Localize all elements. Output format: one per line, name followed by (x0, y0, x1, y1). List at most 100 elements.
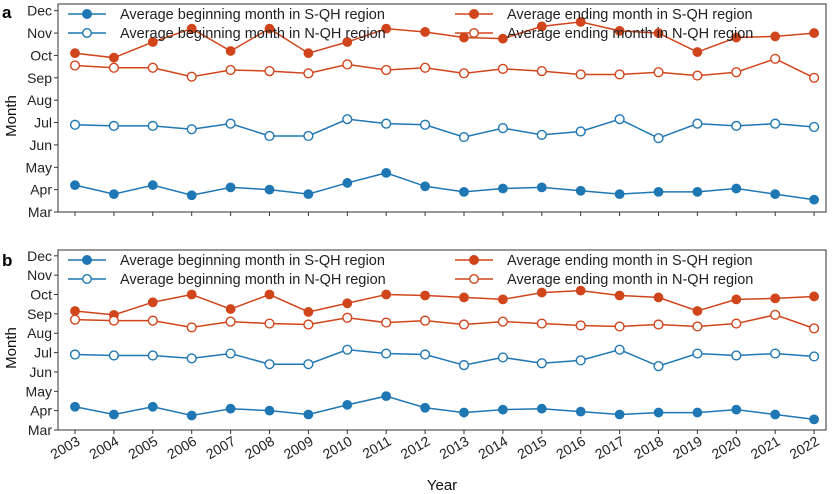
data-point (225, 46, 236, 56)
x-tick-label: 2016 (553, 433, 588, 463)
legend-label: Average ending month in S-QH region (507, 253, 753, 269)
data-point (264, 130, 275, 142)
panel-a: Mar Apr May Jun Jul Aug Sep Oct Nov Dec Month a Aver… (2, 3, 827, 220)
data-point (342, 399, 353, 410)
data-point (575, 126, 586, 137)
data-point (458, 319, 470, 330)
data-point (692, 306, 703, 316)
x-tick-label: 2019 (670, 433, 705, 463)
data-point (303, 359, 314, 370)
x-axis-title: Year (427, 477, 457, 494)
data-point (147, 350, 158, 361)
data-point (225, 304, 236, 314)
data-point (147, 315, 158, 326)
data-point (458, 360, 470, 371)
plot-frame (57, 3, 827, 213)
data-point (614, 290, 625, 301)
data-point (69, 349, 81, 360)
data-point (770, 31, 781, 42)
x-tick-label: 2008 (242, 433, 277, 463)
data-point (147, 37, 158, 47)
y-tick-label: Dec (27, 248, 52, 264)
data-point (70, 401, 80, 412)
data-point (147, 180, 158, 191)
data-point (342, 178, 353, 188)
data-point (536, 403, 547, 414)
data-point (575, 69, 586, 80)
data-point (264, 289, 275, 300)
data-point (731, 350, 742, 361)
legend-label: Average beginning month in S-QH region (120, 253, 385, 269)
data-point (731, 183, 742, 194)
legend-label: Average beginning month in S-QH region (120, 7, 385, 23)
y-tick-label: Jun (29, 137, 52, 153)
data-point (225, 182, 236, 193)
data-point (575, 355, 586, 366)
data-point (147, 297, 158, 308)
data-point (420, 349, 431, 360)
data-point (381, 289, 392, 300)
y-tick-label: Mar (28, 204, 52, 220)
legend-item: Average ending month in N-QH region (455, 272, 753, 288)
y-tick-label: Oct (30, 47, 52, 63)
data-point (264, 65, 275, 77)
series-2 (70, 285, 819, 320)
legend-item: Average ending month in N-QH region (455, 26, 753, 42)
data-point (575, 16, 586, 27)
y-tick-label: May (26, 383, 52, 399)
data-point (303, 409, 314, 420)
data-point (264, 184, 275, 195)
data-point (653, 28, 664, 38)
data-point (225, 403, 236, 414)
data-point (420, 402, 430, 413)
y-tick-label: Oct (30, 287, 52, 303)
data-point (653, 319, 664, 330)
legend-item: Average beginning month in S-QH region (68, 253, 385, 269)
data-point (497, 183, 508, 194)
data-point (731, 318, 742, 329)
data-point (731, 404, 742, 415)
data-point (459, 186, 469, 197)
legend-label: Average ending month in N-QH region (507, 26, 753, 42)
data-point (186, 289, 197, 300)
series-line (74, 118, 815, 140)
panel-label: b (2, 251, 12, 270)
x-axis-ticks: 2003 2004 2005 2006 2007 2008 2009 2010 2011 2012… (48, 430, 822, 462)
series-1 (70, 167, 819, 205)
y-axis-ticks: Mar Apr May Jun Jul Aug Sep Oct Nov Dec (26, 248, 58, 438)
series-3 (69, 114, 820, 144)
data-point (653, 407, 664, 418)
data-point (497, 352, 509, 363)
data-point (186, 322, 197, 333)
data-point (381, 118, 392, 129)
data-point (497, 33, 508, 44)
data-point (770, 409, 781, 420)
data-point (147, 62, 158, 73)
x-axis-ticks (74, 212, 815, 216)
data-point (497, 63, 509, 74)
x-tick-label: 2021 (748, 433, 783, 463)
series-line (74, 172, 815, 201)
data-point (69, 60, 81, 71)
data-point (381, 348, 392, 359)
data-point (186, 124, 197, 135)
data-point (770, 309, 781, 320)
legend-marker (469, 28, 480, 39)
data-point (808, 121, 820, 133)
y-tick-label: Nov (27, 25, 52, 41)
data-point (770, 118, 781, 129)
data-point (497, 123, 509, 134)
legend-marker (81, 254, 92, 265)
data-point (692, 70, 703, 81)
y-tick-label: Aug (27, 325, 52, 341)
legend: Average beginning month in S-QH region Av… (68, 7, 753, 42)
series-line (74, 314, 815, 330)
data-point (264, 359, 275, 370)
data-point (420, 27, 430, 37)
data-point (614, 321, 625, 332)
data-point (575, 185, 586, 196)
data-point (420, 119, 431, 130)
data-point (808, 72, 820, 83)
